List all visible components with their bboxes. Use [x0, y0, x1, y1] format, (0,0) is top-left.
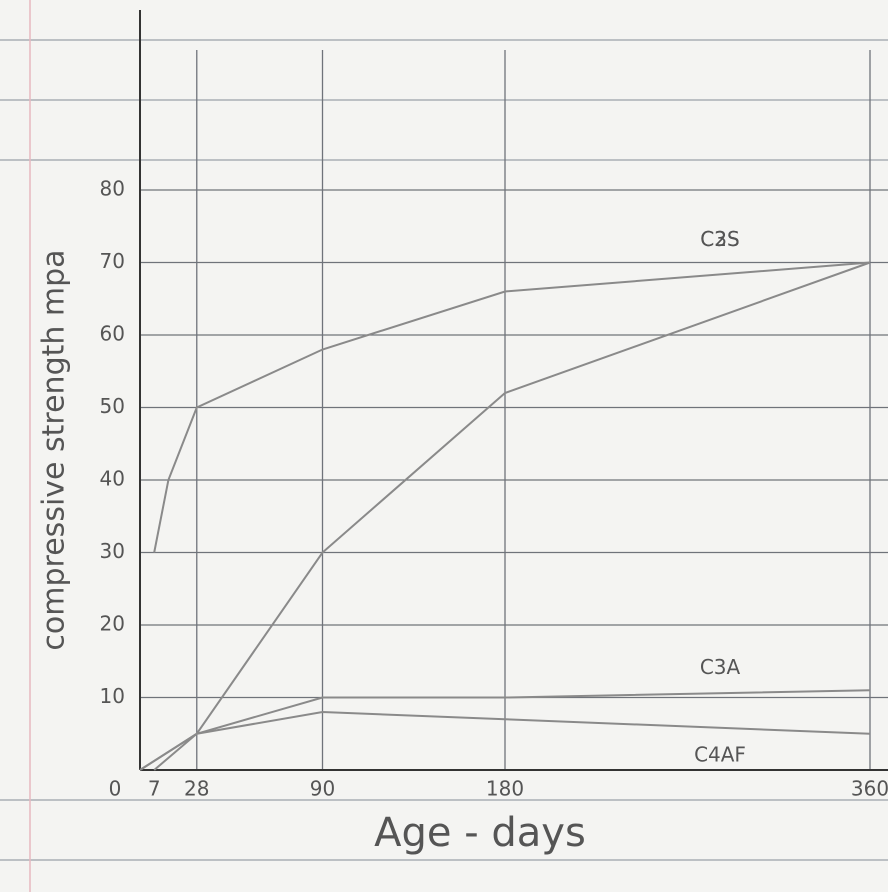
y-tick-label: 30 — [100, 539, 125, 563]
x-tick-label: 90 — [310, 777, 335, 801]
x-axis-label: Age - days — [374, 810, 586, 856]
y-tick-label: 20 — [100, 612, 125, 636]
x-tick-label: 7 — [148, 777, 161, 801]
chart: Age - days compressive strength mpa 10 20… — [0, 0, 888, 892]
x-tick-label: 180 — [486, 777, 524, 801]
x-tick-label: 360 — [851, 777, 888, 801]
y-tick-label: 70 — [100, 249, 125, 273]
y-tick-label: 50 — [100, 394, 125, 418]
x-tick-label: 28 — [184, 777, 209, 801]
x-tick-label: 0 — [109, 777, 122, 801]
y-tick-label: 80 — [100, 177, 125, 201]
y-tick-label: 40 — [100, 467, 125, 491]
series-label: C4AF — [694, 742, 746, 766]
y-axis-label: compressive strength mpa — [37, 249, 72, 650]
y-tick-label: 60 — [100, 322, 125, 346]
series-label: C2S — [700, 227, 739, 251]
y-tick-label: 10 — [100, 684, 125, 708]
series-label: C3A — [700, 655, 741, 679]
data-line — [154, 263, 870, 771]
